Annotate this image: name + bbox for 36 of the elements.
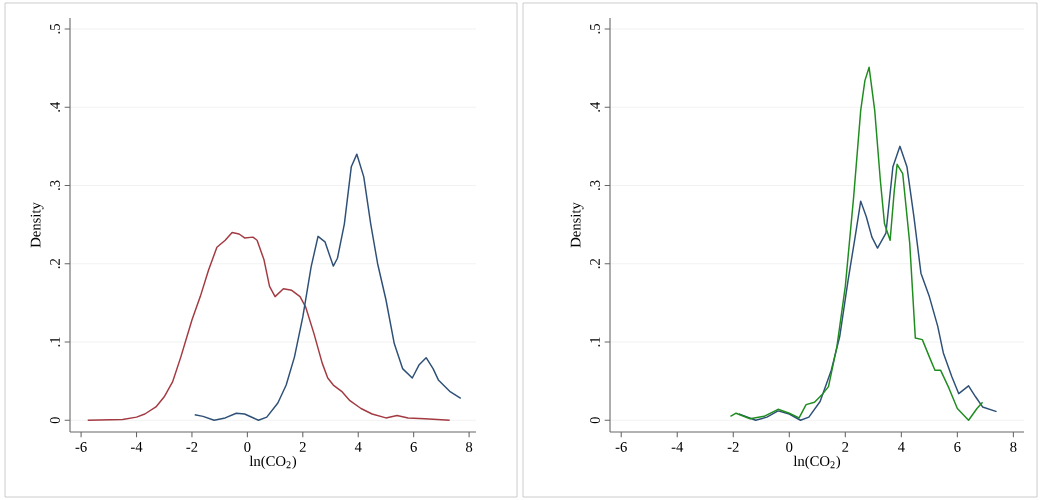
x-tick-label: -2	[186, 442, 198, 452]
x-tick-label: -6	[615, 442, 627, 452]
y-tick-label: .5	[590, 24, 600, 34]
x-tick-label: 2	[299, 442, 306, 452]
y-axis-title: Density	[30, 202, 44, 248]
y-tick-label: 0	[50, 417, 60, 424]
y-tick-label: .3	[50, 180, 60, 191]
x-tick-label: 8	[465, 442, 473, 452]
x-tick-label: 4	[354, 442, 362, 452]
y-tick-label: .1	[590, 337, 600, 347]
y-axis-title: Density	[570, 202, 584, 248]
x-tick-label: 6	[410, 442, 417, 452]
line-series	[729, 66, 984, 421]
x-tick-label: 6	[954, 442, 961, 452]
x-tick-label: 2	[842, 442, 849, 452]
x-axis-title: ln(CO$_{2}$)	[249, 455, 297, 470]
x-tick-label: 4	[897, 442, 905, 452]
x-tick-label: -2	[727, 442, 739, 452]
x-tick-label: 8	[1010, 442, 1017, 452]
y-tick-label: .3	[590, 180, 600, 191]
line-series	[738, 145, 998, 421]
y-tick-label: 0	[590, 417, 600, 424]
y-tick-label: .2	[590, 259, 600, 269]
x-tick-label: 0	[786, 442, 793, 452]
line-series	[87, 231, 451, 421]
x-tick-label: -4	[130, 442, 143, 452]
y-tick-label: .1	[50, 337, 60, 347]
y-tick-label: .2	[50, 259, 60, 269]
line-series	[193, 153, 462, 421]
y-tick-label: .4	[50, 101, 60, 112]
y-tick-label: .5	[50, 24, 60, 34]
x-axis-title: ln(CO$_{2}$)	[793, 455, 841, 470]
y-tick-label: .4	[590, 101, 600, 112]
x-tick-label: -4	[671, 442, 684, 452]
x-tick-label: 0	[244, 442, 251, 452]
x-tick-label: -6	[75, 442, 87, 452]
